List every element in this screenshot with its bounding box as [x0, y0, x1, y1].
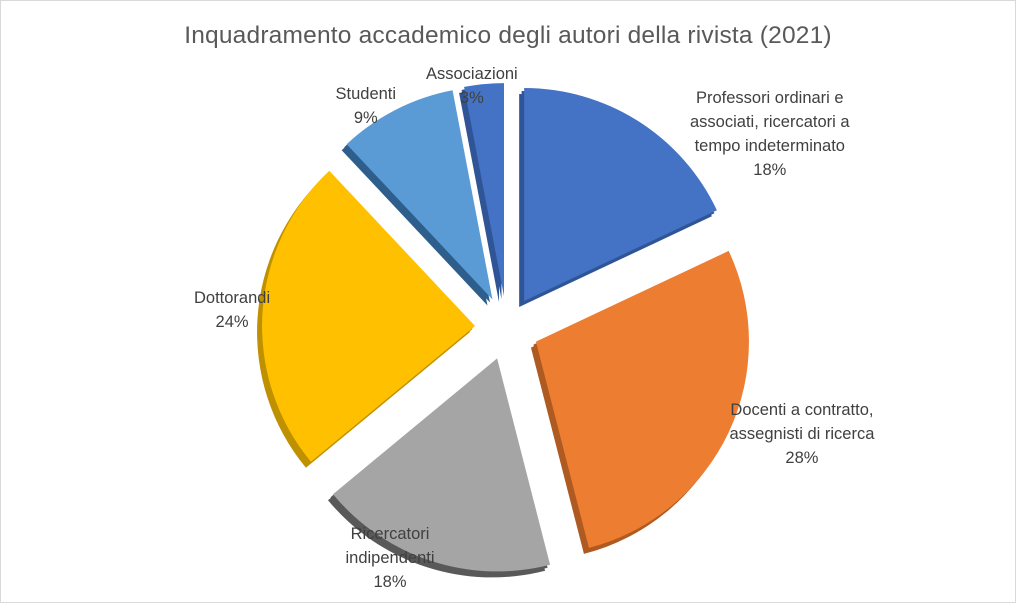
slice-label-text: assegnisti di ricerca [729, 425, 875, 443]
pie-slice-2[interactable] [332, 358, 551, 572]
pie-slice-0[interactable] [524, 87, 717, 301]
slice-label-1: Docenti a contratto, assegnisti di ricerc… [730, 398, 875, 470]
slice-label-text: Studenti [335, 85, 397, 103]
slice-label-text: associati, ricercatori a [690, 113, 850, 131]
slice-label-3: Dottorandi 24% [194, 286, 270, 334]
slice-label-5: Associazioni 3% [426, 62, 518, 110]
slice-label-text: Associazioni [426, 65, 518, 83]
slice-percent-label: 18% [373, 573, 407, 591]
slice-label-text: Docenti a contratto, [730, 401, 874, 419]
slice-percent-label: 24% [215, 313, 249, 331]
slice-label-0: Professori ordinari e associati, ricercat… [690, 86, 850, 182]
slice-label-text: Dottorandi [194, 289, 271, 307]
chart-title: Inquadramento accademico degli autori de… [184, 22, 832, 49]
slice-label-text: Ricercatori [350, 525, 430, 543]
slice-label-text: Professori ordinari e [695, 89, 844, 107]
slice-label-text: indipendenti [345, 549, 435, 567]
slice-label-4: Studenti 9% [336, 82, 397, 130]
pie-slice-1[interactable] [535, 250, 749, 548]
pie-slice-5[interactable] [464, 83, 504, 297]
slice-label-2: Ricercatori indipendenti 18% [346, 522, 435, 594]
slice-percent-label: 9% [353, 109, 378, 127]
pie-slice-4[interactable] [346, 90, 493, 300]
slice-percent-label: 3% [459, 89, 484, 107]
slice-percent-label: 28% [785, 449, 819, 467]
pie-slice-3[interactable] [262, 170, 476, 462]
slice-label-text: tempo indeterminato [694, 137, 845, 155]
slice-percent-label: 18% [753, 161, 787, 179]
